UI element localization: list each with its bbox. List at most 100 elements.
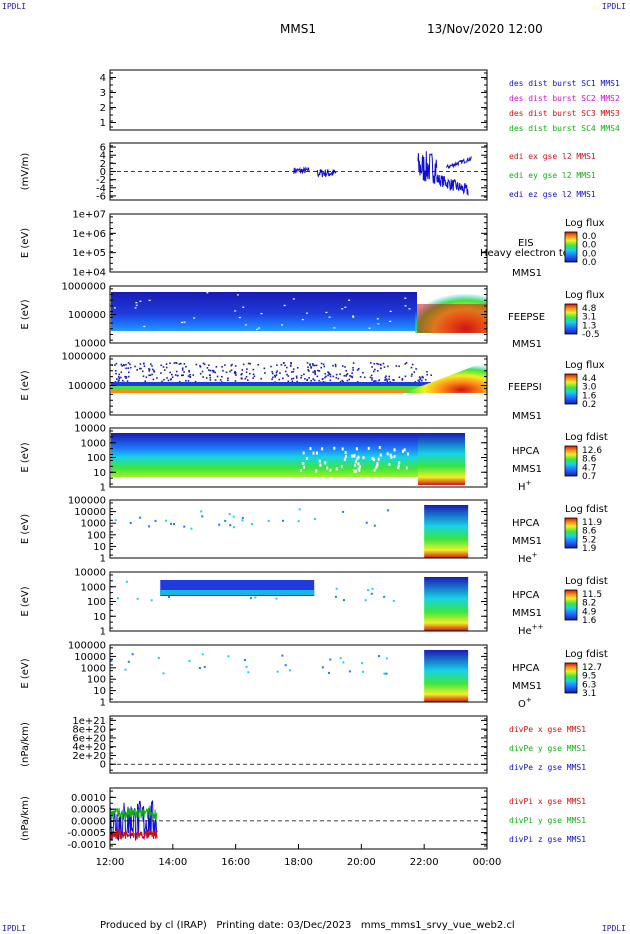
edi-e-ytick-label: 0	[100, 167, 106, 178]
feepsi-speck	[314, 364, 316, 367]
feepsi-speck	[118, 379, 120, 381]
hpca-o-ytick-label: 10	[93, 686, 106, 697]
feepsi-speck	[183, 371, 185, 373]
feepsi-speck	[235, 374, 237, 376]
feepse-speckle	[328, 316, 331, 318]
hpca-o-colorbar-tick: 6.3	[582, 680, 596, 690]
feepsi-speck	[300, 374, 303, 377]
hpca-o-data	[110, 650, 469, 702]
edi-e-series-z	[436, 174, 469, 196]
hpca-o-speck	[276, 670, 279, 673]
feepsi-speck	[125, 377, 127, 379]
dist-burst-ytick-label: 2	[100, 103, 106, 114]
hpca-o-speck	[361, 670, 364, 673]
hpca-h-gap	[309, 447, 312, 451]
eis-ytick-label: 1e+05	[72, 248, 106, 259]
feepsi-ytick-label: 1000000	[61, 352, 106, 363]
edi-e-series-z	[293, 166, 310, 174]
feepsi-speck	[214, 371, 216, 374]
feepsi-speck	[377, 363, 380, 365]
feepsi-speck	[199, 372, 202, 375]
feepsi-speck	[279, 372, 281, 374]
feepsi-speck	[234, 370, 236, 373]
feepsi-speck	[322, 363, 325, 366]
feepsi-speck	[149, 374, 152, 377]
feepsi-speck	[120, 363, 123, 366]
hpca-h-gap	[376, 462, 379, 466]
feepsi-speck	[289, 365, 292, 367]
hpca-h-gap	[302, 461, 305, 465]
hpca-h-gap	[377, 457, 380, 461]
feepsi-speck	[221, 366, 223, 368]
feepsi-speck	[278, 378, 281, 381]
feepsi-speck	[163, 378, 165, 381]
feepse-ytick-label: 1000000	[61, 282, 106, 293]
feepsi-speck	[373, 370, 375, 373]
feepsi-speck	[230, 364, 233, 367]
hpca-o-speck	[327, 671, 330, 674]
feepsi-speck	[276, 370, 279, 372]
feepsi-speck	[387, 365, 389, 368]
feepsi-speck	[312, 378, 315, 380]
feepse-speckle	[341, 308, 344, 310]
hpca-h-gap	[376, 463, 379, 467]
hpca-he2-speck	[392, 599, 395, 602]
feepsi-speck	[375, 380, 377, 382]
feepsi-speck	[274, 376, 277, 378]
hpca-o-speck	[385, 672, 388, 675]
feepsi-speck	[351, 372, 353, 374]
feepsi-speck	[345, 373, 348, 376]
feepsi-speck	[125, 367, 127, 370]
feepsi-speck	[175, 362, 178, 364]
edi-e-series-z	[316, 169, 337, 178]
feepsi-speck	[337, 377, 340, 380]
feepsi-speck	[378, 379, 380, 382]
eis-colorbar-tick: 0.0	[582, 232, 597, 242]
feepse-speckle	[181, 321, 184, 324]
feepsi-speck	[418, 380, 421, 383]
x-tick-label: 12:00	[96, 857, 125, 868]
feepsi-speck	[234, 380, 237, 382]
hpca-h-gap	[405, 466, 408, 470]
hpca-h-gap	[354, 469, 357, 473]
feepsi-speck	[115, 372, 117, 375]
feepsi-speck	[209, 369, 212, 372]
feepsi-speck	[171, 373, 173, 376]
hpca-he2-speck	[342, 599, 345, 602]
feepsi-speck	[246, 368, 248, 370]
feepsi-speck	[202, 362, 205, 365]
hpca-o-speck	[162, 672, 165, 675]
feepsi-speck	[320, 366, 323, 369]
feepse-speckle	[305, 312, 308, 314]
feepsi-speck	[352, 362, 355, 364]
hpca-o-speck	[383, 672, 386, 675]
hpca-h-gap	[397, 466, 400, 470]
feepsi-speck	[321, 378, 324, 380]
dist-burst-legend-item: des dist burst SC2 MMS2	[509, 94, 620, 103]
hpca-he1-spacecraft-label: MMS1	[512, 536, 542, 547]
feepsi-speck	[348, 378, 351, 381]
feepsi-speck	[276, 364, 278, 366]
feepse-speckle	[256, 328, 259, 330]
hpca-he1-speck	[250, 523, 253, 526]
feepsi-speck	[199, 365, 202, 368]
hpca-he1-ytick-label: 10	[93, 542, 106, 553]
panel-feepse: 10000 100000 1000000 E (eV) FEEPSE MMS1 Log fl…	[20, 282, 605, 351]
feepsi-speck	[334, 365, 337, 368]
hpca-o-speck	[131, 653, 134, 656]
edi-e-ytick-label: -2	[96, 175, 106, 186]
feepsi-speck	[169, 362, 171, 365]
hpca-h-gap	[362, 456, 365, 460]
feepsi-speck	[350, 375, 353, 378]
feepsi-speck	[401, 377, 404, 380]
divpe-ytick-label: 1e+21	[72, 716, 106, 727]
divpi-legend-item: divPi z gse MMS1	[509, 835, 586, 844]
corner-mark-bottom-left: IPDLI	[2, 924, 27, 933]
hpca-o-colorbar-tick: 12.7	[582, 663, 602, 673]
hpca-h-gap	[305, 456, 308, 460]
x-tick-label: 16:00	[221, 857, 250, 868]
hpca-h-colorbar-tick: 0.7	[582, 472, 596, 482]
hpca-h-gap	[367, 446, 370, 450]
feepsi-speck	[188, 370, 191, 373]
feepsi-speck	[339, 373, 341, 375]
